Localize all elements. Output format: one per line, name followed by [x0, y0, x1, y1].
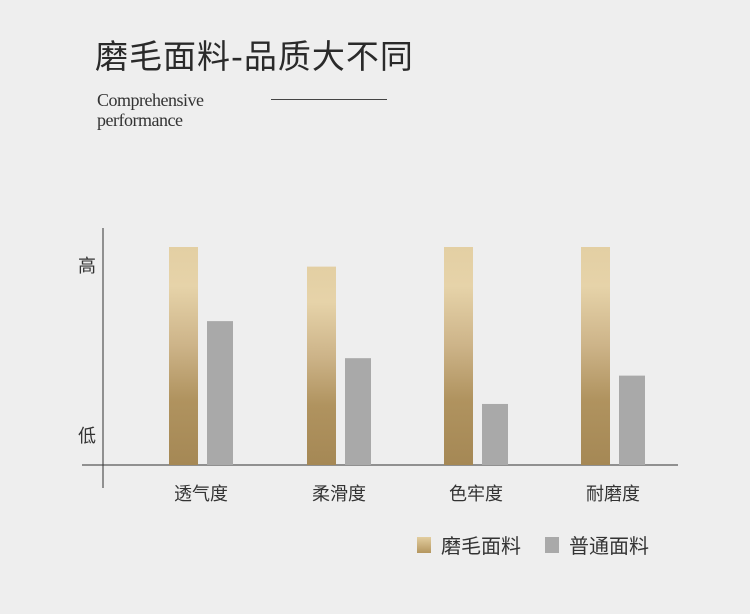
subtitle: Comprehensive performance — [97, 90, 204, 130]
bar-brushed-3 — [581, 247, 610, 465]
subtitle-line-2: performance — [97, 110, 183, 130]
bar-brushed-0 — [169, 247, 198, 465]
page-title: 磨毛面料-品质大不同 — [95, 37, 414, 76]
y-tick-label-high: 高 — [78, 256, 96, 277]
legend-item-brushed: 磨毛面料 — [417, 530, 521, 559]
legend-item-regular: 普通面料 — [545, 530, 649, 559]
legend-label-regular: 普通面料 — [569, 534, 649, 558]
legend: 磨毛面料 普通面料 — [417, 530, 649, 559]
x-tick-label-0: 透气度 — [174, 484, 228, 505]
x-tick-label-3: 耐磨度 — [586, 484, 640, 505]
bar-brushed-1 — [307, 266, 336, 465]
bar-brushed-2 — [444, 247, 473, 465]
legend-swatch-brushed — [417, 536, 431, 553]
bar-regular-2 — [482, 403, 508, 465]
bar-regular-3 — [619, 375, 645, 465]
decorative-rule — [271, 99, 387, 100]
bar-regular-0 — [207, 321, 233, 465]
legend-swatch-regular — [545, 536, 559, 553]
y-tick-label-low: 低 — [78, 426, 96, 447]
legend-label-brushed: 磨毛面料 — [441, 534, 521, 558]
subtitle-line-1: Comprehensive — [97, 90, 204, 110]
bar-regular-1 — [345, 358, 371, 465]
x-tick-label-2: 色牢度 — [449, 484, 503, 505]
x-tick-label-1: 柔滑度 — [312, 484, 366, 505]
